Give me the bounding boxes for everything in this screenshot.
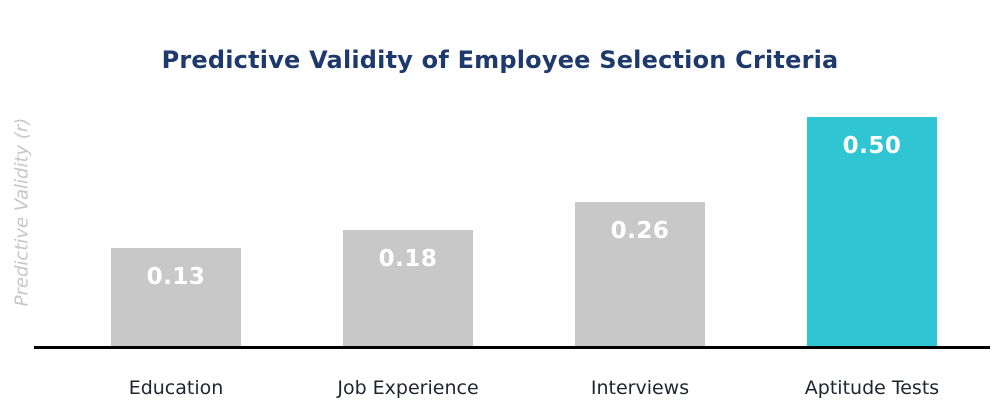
category-label-job-experience: Job Experience [337,377,479,399]
category-labels-row: Education Job Experience Interviews Apti… [60,377,988,399]
category-label-education: Education [128,377,224,399]
y-axis-label: Predictive Validity (r) [11,117,33,307]
chart-title: Predictive Validity of Employee Selectio… [161,46,839,74]
bar-column-education: 0.13 [60,95,292,346]
plot-area: 0.13 0.18 0.26 0.50 [60,95,988,346]
bar-aptitude-tests: 0.50 [807,117,937,346]
bar-job-experience: 0.18 [343,230,473,346]
bar-column-aptitude-tests: 0.50 [756,95,988,346]
category-label-aptitude-tests: Aptitude Tests [804,377,940,399]
bar-value-label: 0.26 [610,218,670,244]
category-label-interviews: Interviews [590,377,690,399]
bar-column-interviews: 0.26 [524,95,756,346]
bar-column-job-experience: 0.18 [292,95,524,346]
bar-value-label: 0.18 [378,246,438,272]
bar-value-label: 0.13 [146,264,206,290]
bar-interviews: 0.26 [575,202,705,346]
x-axis-baseline [34,346,990,349]
bar-value-label: 0.50 [842,133,902,159]
bar-education: 0.13 [111,248,241,346]
